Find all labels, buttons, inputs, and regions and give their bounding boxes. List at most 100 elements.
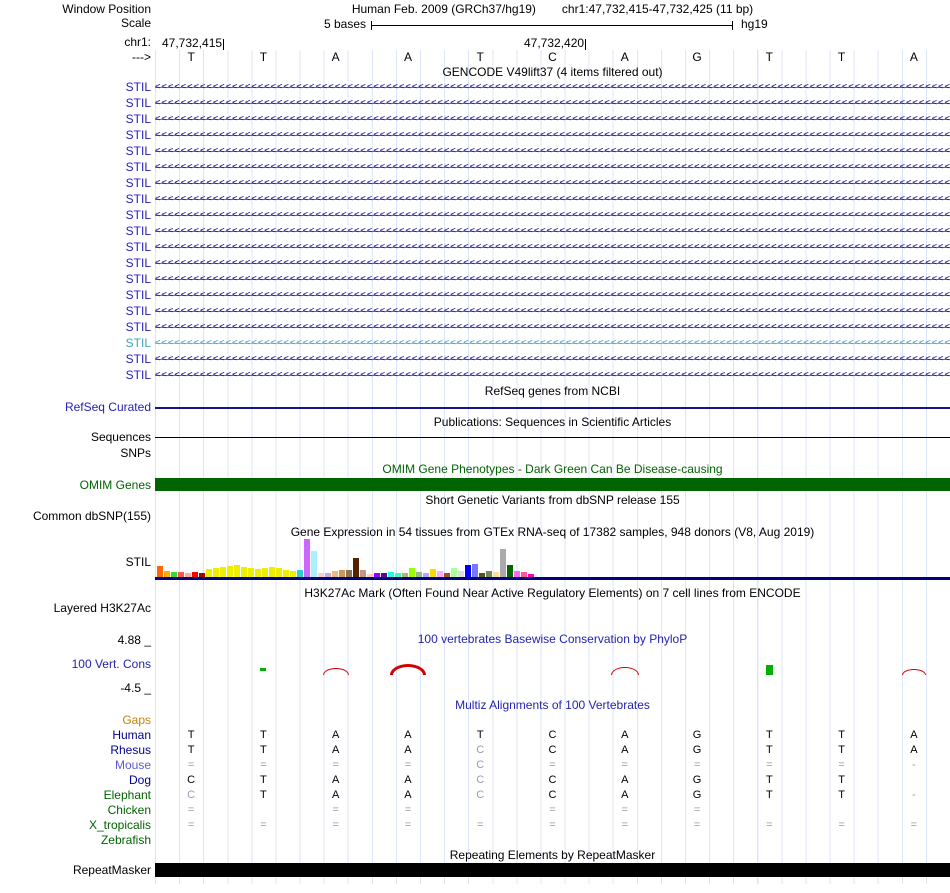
track-label-omim-genes[interactable]: OMIM Genes [79, 478, 151, 492]
transcript-direction-arrows: <<<<<<<<<<<<<<<<<<<<<<<<<<<<<<<<<<<<<<<<… [155, 306, 950, 316]
gencode-transcript-row[interactable]: <<<<<<<<<<<<<<<<<<<<<<<<<<<<<<<<<<<<<<<<… [155, 257, 950, 270]
gencode-track-label-stil[interactable]: STIL [125, 320, 151, 334]
transcript-direction-arrows: <<<<<<<<<<<<<<<<<<<<<<<<<<<<<<<<<<<<<<<<… [155, 322, 950, 332]
alignment-cell: A [621, 774, 629, 786]
gencode-transcript-row[interactable]: <<<<<<<<<<<<<<<<<<<<<<<<<<<<<<<<<<<<<<<<… [155, 177, 950, 190]
gencode-track-label-stil[interactable]: STIL [125, 80, 151, 94]
alignment-cell: = [693, 759, 701, 771]
transcript-direction-arrows: <<<<<<<<<<<<<<<<<<<<<<<<<<<<<<<<<<<<<<<<… [155, 210, 950, 220]
transcript-intron-line [155, 135, 950, 136]
gencode-track-label-stil[interactable]: STIL [125, 160, 151, 174]
alignment-cell: T [260, 729, 267, 741]
gencode-track-label-stil[interactable]: STIL [125, 176, 151, 190]
species-label-dog[interactable]: Dog [128, 773, 151, 787]
phylop-min-label: -4.5 _ [120, 681, 151, 695]
gencode-track-label-stil[interactable]: STIL [125, 288, 151, 302]
gencode-transcript-row[interactable]: <<<<<<<<<<<<<<<<<<<<<<<<<<<<<<<<<<<<<<<<… [155, 369, 950, 382]
gtex-bar [409, 568, 415, 577]
gencode-transcript-row[interactable]: <<<<<<<<<<<<<<<<<<<<<<<<<<<<<<<<<<<<<<<<… [155, 353, 950, 366]
gencode-track-label-stil[interactable]: STIL [125, 272, 151, 286]
species-label-human[interactable]: Human [112, 728, 151, 742]
gencode-transcript-row[interactable]: <<<<<<<<<<<<<<<<<<<<<<<<<<<<<<<<<<<<<<<<… [155, 225, 950, 238]
alignment-cell: C [548, 744, 557, 756]
species-label-elephant[interactable]: Elephant [103, 788, 151, 802]
track-label-repeatmasker[interactable]: RepeatMasker [72, 863, 151, 877]
species-label-rhesus[interactable]: Rhesus [110, 743, 151, 757]
gencode-transcript-row[interactable]: <<<<<<<<<<<<<<<<<<<<<<<<<<<<<<<<<<<<<<<<… [155, 337, 950, 350]
gtex-bar [346, 570, 352, 577]
gencode-track-label-stil[interactable]: STIL [125, 192, 151, 206]
gtex-bar [248, 568, 254, 577]
gencode-track-label-stil[interactable]: STIL [125, 304, 151, 318]
repeatmasker-bar[interactable] [155, 863, 950, 877]
alignment-cell: T [187, 729, 195, 741]
gencode-track-label-stil[interactable]: STIL [125, 368, 151, 382]
gtex-title: Gene Expression in 54 tissues from GTEx … [290, 525, 815, 539]
omim-gene-bar[interactable] [155, 478, 950, 491]
track-label-gtex-stil[interactable]: STIL [125, 555, 151, 569]
gencode-track-label-stil[interactable]: STIL [125, 96, 151, 110]
species-label-zebrafish[interactable]: Zebrafish [100, 833, 151, 847]
gencode-transcript-row[interactable]: <<<<<<<<<<<<<<<<<<<<<<<<<<<<<<<<<<<<<<<<… [155, 161, 950, 174]
gencode-transcript-row[interactable]: <<<<<<<<<<<<<<<<<<<<<<<<<<<<<<<<<<<<<<<<… [155, 289, 950, 302]
track-label-refseq-curated[interactable]: RefSeq Curated [64, 400, 151, 414]
gencode-track-label-stil[interactable]: STIL [125, 128, 151, 142]
gtex-bar [444, 573, 450, 577]
gtex-bar [500, 549, 506, 577]
gtex-bar [437, 571, 443, 577]
track-label-sequences[interactable]: Sequences [90, 430, 151, 444]
transcript-intron-line [155, 295, 950, 296]
gencode-track-label-stil[interactable]: STIL [125, 240, 151, 254]
species-label-x_tropicalis[interactable]: X_tropicalis [88, 818, 151, 832]
alignment-cell: T [260, 774, 267, 786]
gencode-transcript-row[interactable]: <<<<<<<<<<<<<<<<<<<<<<<<<<<<<<<<<<<<<<<<… [155, 129, 950, 142]
gencode-track-label-stil[interactable]: STIL [125, 208, 151, 222]
track-label-common-dbsnp[interactable]: Common dbSNP(155) [32, 509, 151, 523]
gtex-bar [381, 573, 387, 577]
gencode-transcript-row[interactable]: <<<<<<<<<<<<<<<<<<<<<<<<<<<<<<<<<<<<<<<<… [155, 145, 950, 158]
gencode-transcript-row[interactable]: <<<<<<<<<<<<<<<<<<<<<<<<<<<<<<<<<<<<<<<<… [155, 241, 950, 254]
gtex-bar [206, 569, 212, 577]
gtex-bar [374, 573, 380, 577]
transcript-intron-line [155, 375, 950, 376]
gtex-bar [486, 571, 492, 577]
gencode-transcript-row[interactable]: <<<<<<<<<<<<<<<<<<<<<<<<<<<<<<<<<<<<<<<<… [155, 97, 950, 110]
gencode-transcript-row[interactable]: <<<<<<<<<<<<<<<<<<<<<<<<<<<<<<<<<<<<<<<<… [155, 81, 950, 94]
alignment-cell: = [404, 819, 412, 831]
gtex-bar [192, 572, 198, 577]
refseq-gene-line[interactable] [155, 407, 950, 409]
phylop-max-label: 4.88 _ [117, 633, 151, 647]
gencode-track-label-stil[interactable]: STIL [125, 352, 151, 366]
coord-right-value: 47,732,420 [524, 36, 585, 50]
gtex-bar [178, 572, 184, 577]
gencode-track-label-stil[interactable]: STIL [125, 144, 151, 158]
species-label-gaps[interactable]: Gaps [122, 713, 151, 727]
gencode-track-label-stil[interactable]: STIL [125, 224, 151, 238]
gencode-track-label-stil[interactable]: STIL [125, 256, 151, 270]
gtex-bar [472, 564, 478, 577]
gencode-track-label-stil[interactable]: STIL [125, 112, 151, 126]
track-label-layered-h3k27ac[interactable]: Layered H3K27Ac [53, 601, 151, 615]
transcript-intron-line [155, 103, 950, 104]
transcript-direction-arrows: <<<<<<<<<<<<<<<<<<<<<<<<<<<<<<<<<<<<<<<<… [155, 258, 950, 268]
species-label-chicken[interactable]: Chicken [107, 803, 151, 817]
sequences-item-line[interactable] [155, 437, 950, 438]
gencode-transcript-row[interactable]: <<<<<<<<<<<<<<<<<<<<<<<<<<<<<<<<<<<<<<<<… [155, 305, 950, 318]
alignment-cell: = [332, 759, 339, 771]
track-label-snps[interactable]: SNPs [120, 446, 151, 460]
transcript-direction-arrows: <<<<<<<<<<<<<<<<<<<<<<<<<<<<<<<<<<<<<<<<… [155, 226, 950, 236]
gencode-track-label-stil[interactable]: STIL [125, 336, 151, 350]
species-label-mouse[interactable]: Mouse [114, 758, 151, 772]
gencode-transcript-row[interactable]: <<<<<<<<<<<<<<<<<<<<<<<<<<<<<<<<<<<<<<<<… [155, 113, 950, 126]
ruler-base: C [548, 50, 557, 64]
gtex-bar [241, 567, 247, 577]
gtex-bar [297, 570, 303, 577]
scale-bar-line [371, 25, 733, 26]
gtex-baseline[interactable] [155, 577, 950, 580]
gencode-transcript-row[interactable]: <<<<<<<<<<<<<<<<<<<<<<<<<<<<<<<<<<<<<<<<… [155, 273, 950, 286]
gencode-transcript-row[interactable]: <<<<<<<<<<<<<<<<<<<<<<<<<<<<<<<<<<<<<<<<… [155, 209, 950, 222]
gencode-transcript-row[interactable]: <<<<<<<<<<<<<<<<<<<<<<<<<<<<<<<<<<<<<<<<… [155, 321, 950, 334]
track-label-100-vert-cons[interactable]: 100 Vert. Cons [71, 657, 151, 671]
gencode-transcript-row[interactable]: <<<<<<<<<<<<<<<<<<<<<<<<<<<<<<<<<<<<<<<<… [155, 193, 950, 206]
transcript-intron-line [155, 183, 950, 184]
